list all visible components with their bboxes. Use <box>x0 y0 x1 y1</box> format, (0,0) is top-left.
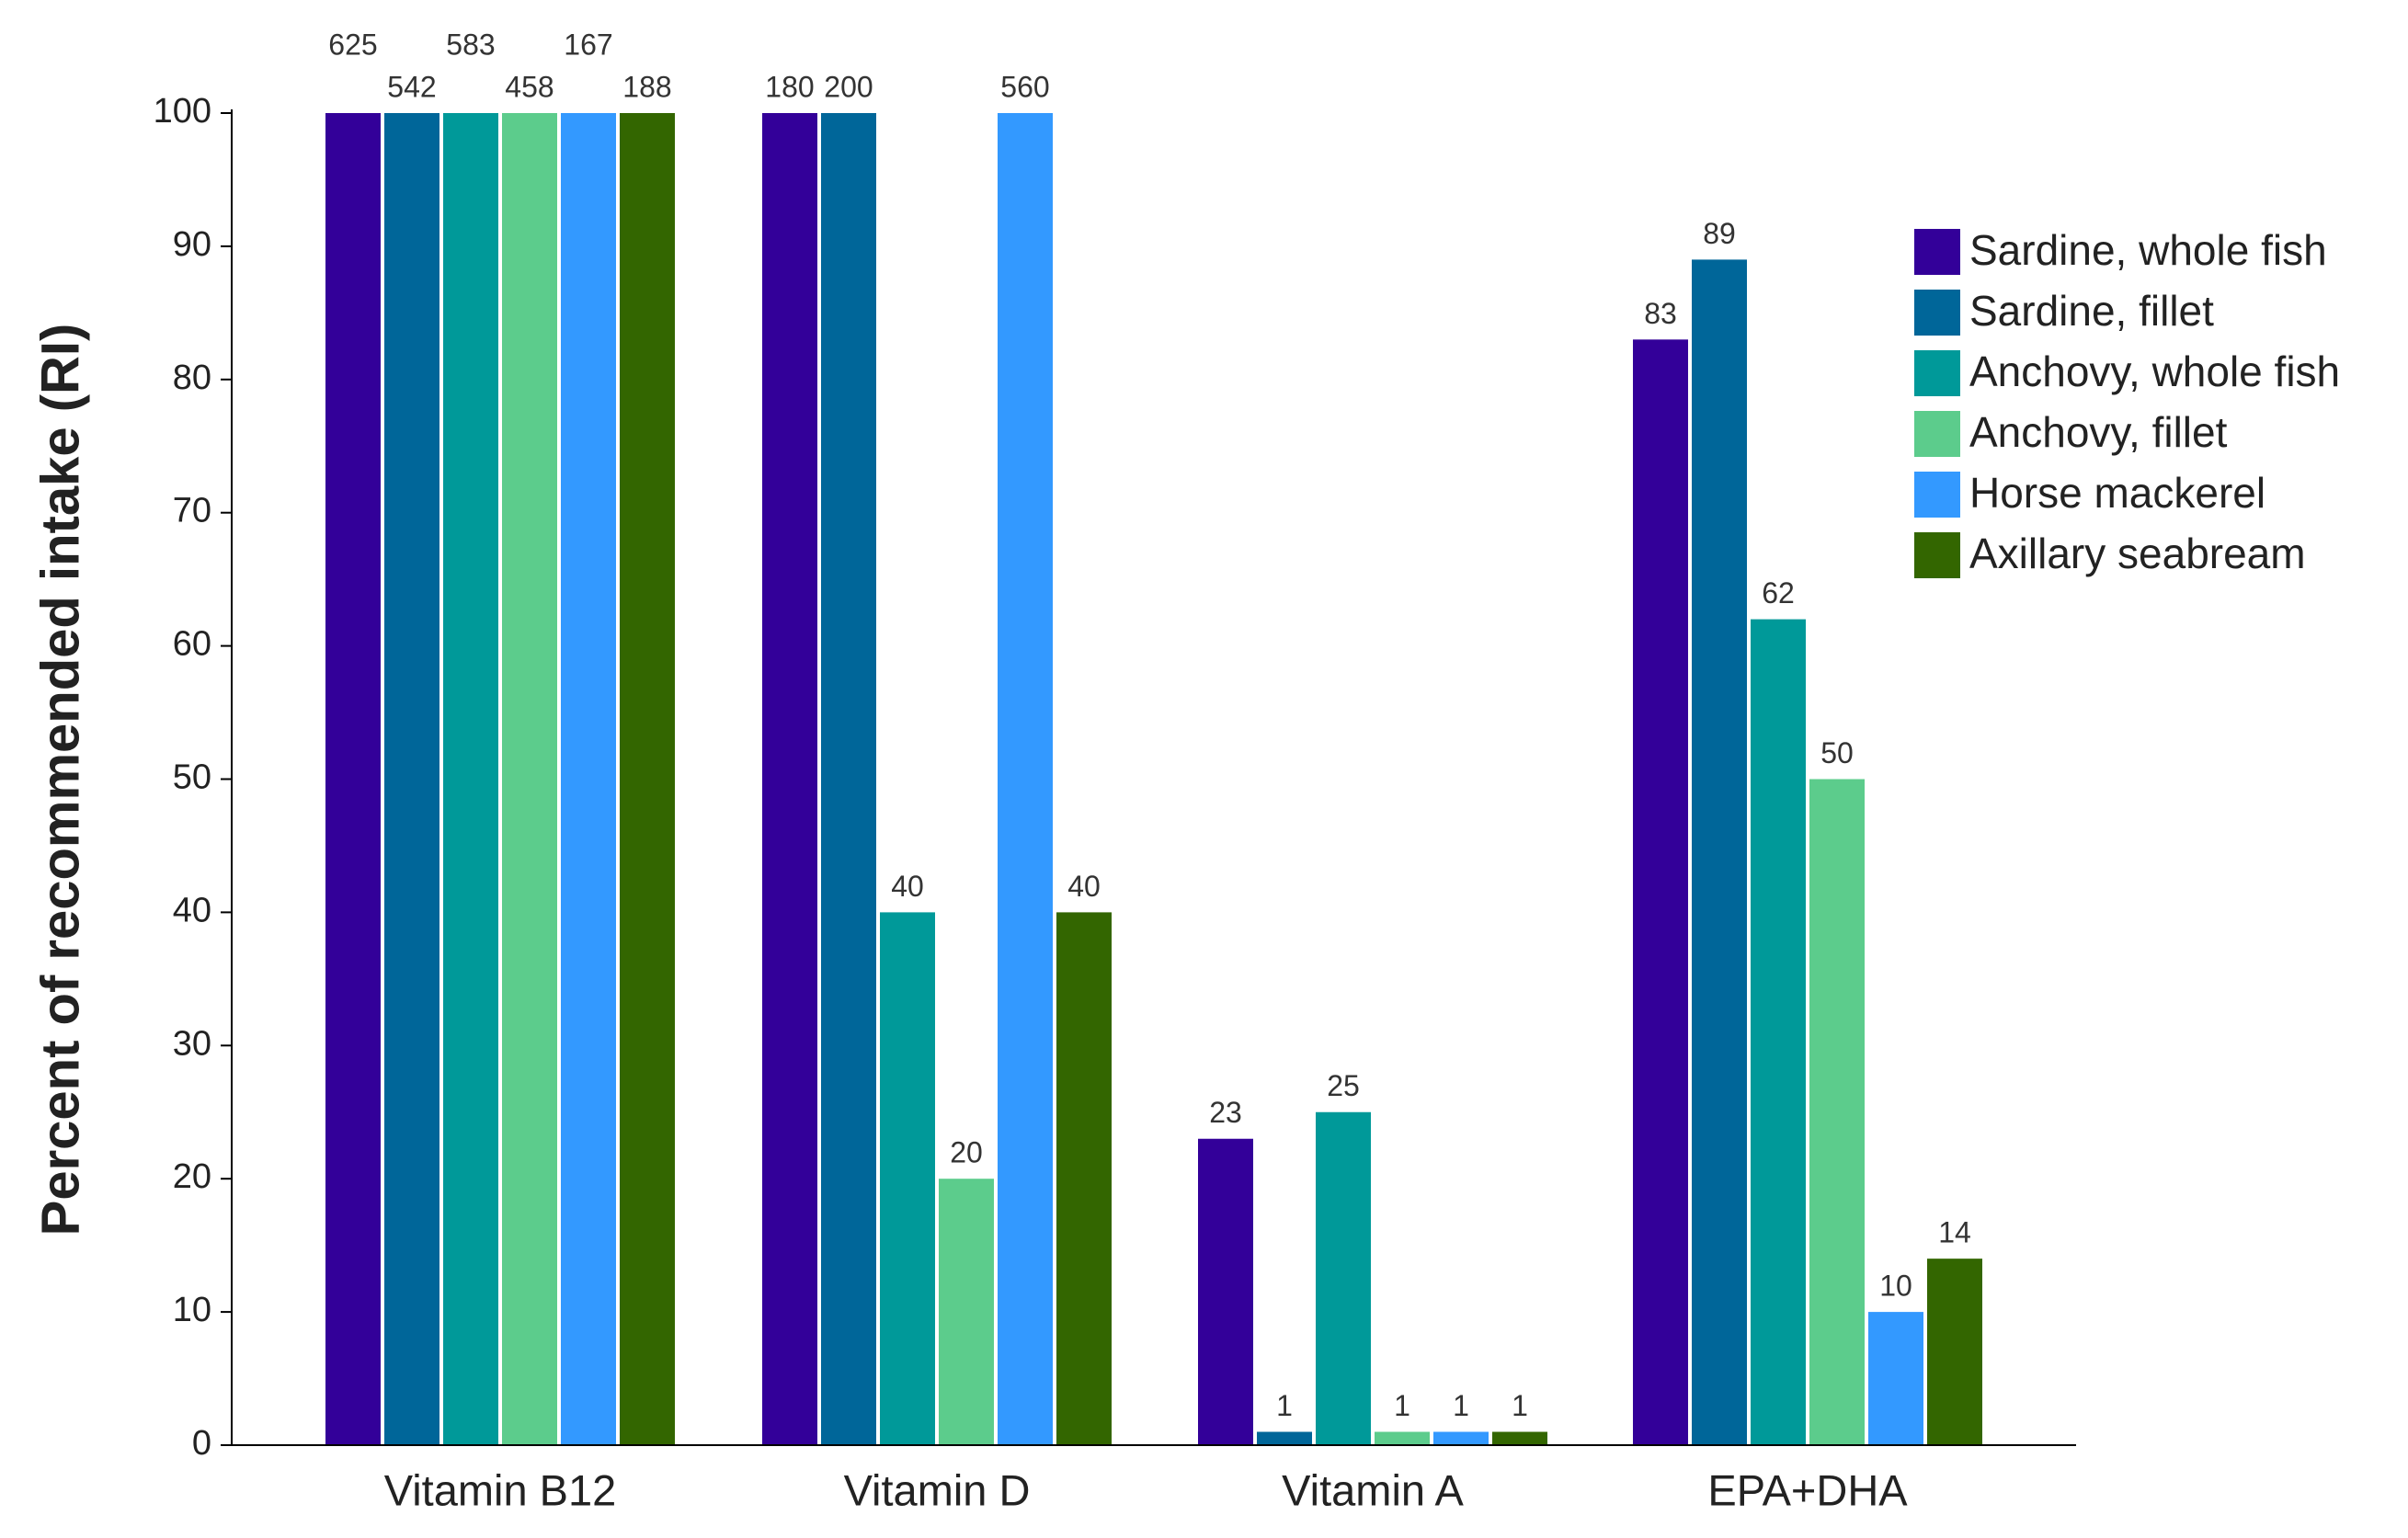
data-label: 560 <box>1000 70 1049 103</box>
x-tick-label: Vitamin A <box>1282 1465 1464 1514</box>
bar <box>880 912 935 1445</box>
data-label: 583 <box>446 28 495 61</box>
y-axis-label: Percent of recommended intake (RI) <box>30 324 90 1236</box>
legend-label: Sardine, whole fish <box>1969 226 2327 274</box>
data-label: 1 <box>1512 1389 1528 1422</box>
bar <box>443 113 498 1445</box>
legend-swatch <box>1914 229 1960 275</box>
data-label: 625 <box>328 28 377 61</box>
bar <box>1492 1431 1547 1445</box>
bar <box>1375 1431 1430 1445</box>
legend-label: Sardine, fillet <box>1969 287 2214 335</box>
data-label: 89 <box>1703 217 1736 250</box>
bar <box>1692 259 1747 1445</box>
plot-area <box>325 113 1982 1446</box>
data-label: 14 <box>1938 1216 1971 1249</box>
bar <box>1809 779 1865 1445</box>
bar <box>1633 339 1688 1446</box>
bar <box>1751 619 1806 1445</box>
data-label: 1 <box>1453 1389 1469 1422</box>
bar <box>939 1179 994 1445</box>
bar <box>1198 1138 1253 1445</box>
x-tick-label: EPA+DHA <box>1707 1465 1908 1514</box>
data-label: 542 <box>387 70 436 103</box>
data-label: 40 <box>1067 870 1101 903</box>
bar <box>502 113 557 1445</box>
bar <box>1433 1431 1489 1445</box>
data-label: 1 <box>1394 1389 1410 1422</box>
legend-label: Horse mackerel <box>1969 469 2265 517</box>
bar <box>1316 1111 1371 1445</box>
legend-swatch <box>1914 472 1960 518</box>
data-label: 10 <box>1879 1270 1912 1303</box>
y-tick-label: 80 <box>173 359 211 397</box>
legend-swatch <box>1914 532 1960 578</box>
data-label: 1 <box>1276 1389 1293 1422</box>
y-tick-label: 40 <box>173 891 211 929</box>
y-tick-label: 100 <box>154 92 211 131</box>
bar <box>384 113 439 1445</box>
data-label: 20 <box>950 1136 983 1169</box>
bar <box>762 113 817 1445</box>
y-tick-label: 50 <box>173 758 211 797</box>
legend-label: Anchovy, whole fish <box>1969 347 2340 395</box>
data-label: 167 <box>564 28 612 61</box>
y-tick-label: 10 <box>173 1291 211 1329</box>
data-label: 23 <box>1209 1096 1242 1129</box>
bar <box>998 113 1053 1445</box>
x-tick-label: Vitamin D <box>844 1465 1031 1514</box>
legend-swatch <box>1914 350 1960 396</box>
y-tick-label: 60 <box>173 625 211 664</box>
legend-swatch <box>1914 290 1960 336</box>
data-label: 458 <box>505 70 553 103</box>
bar <box>821 113 876 1445</box>
y-tick-label: 20 <box>173 1157 211 1196</box>
y-tick-label: 0 <box>192 1424 211 1463</box>
bar <box>1257 1431 1312 1445</box>
y-tick-label: 70 <box>173 492 211 530</box>
bar <box>620 113 675 1446</box>
data-label: 25 <box>1327 1069 1360 1102</box>
bar <box>1868 1312 1923 1445</box>
data-label: 180 <box>765 70 814 103</box>
bar <box>1056 912 1112 1445</box>
data-label: 50 <box>1820 736 1854 769</box>
y-tick-label: 90 <box>173 225 211 264</box>
data-label: 188 <box>622 70 671 103</box>
data-label: 83 <box>1644 297 1677 330</box>
x-tick-label: Vitamin B12 <box>384 1465 617 1514</box>
data-label: 200 <box>824 70 873 103</box>
y-tick-label: 30 <box>173 1024 211 1063</box>
data-label: 62 <box>1762 576 1795 610</box>
bar <box>325 113 381 1445</box>
legend-label: Axillary seabream <box>1969 530 2306 577</box>
legend-label: Anchovy, fillet <box>1969 408 2228 456</box>
legend-swatch <box>1914 411 1960 457</box>
bar <box>1927 1259 1982 1445</box>
bar <box>561 113 616 1446</box>
data-label: 40 <box>891 870 924 903</box>
